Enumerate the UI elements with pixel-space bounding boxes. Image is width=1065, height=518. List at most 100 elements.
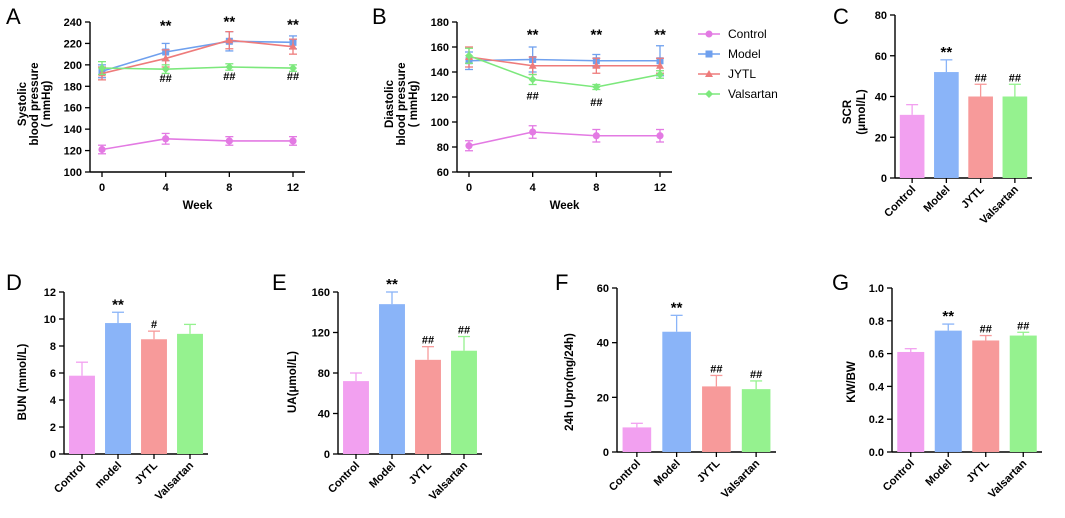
panel-e-bar-chart: 0 40 80 120 160 E UA(μmol/L) Control ** Model ## JY… [272,270,482,503]
y-axis-label-line: ( mmHg) [408,81,420,128]
y-tick-label: 20 [875,132,887,144]
x-category-label-model: Model [923,458,954,489]
series-line-model [468,58,660,62]
x-category-label-model: Model [652,458,683,489]
bar-control [899,114,925,178]
data-point [289,64,297,73]
y-tick-label: 12 [44,287,56,299]
data-point [289,42,297,50]
bar-model [379,304,405,454]
y-axis-label-line: Diastolic [384,79,396,128]
bar-control [343,381,369,454]
y-tick-label: 40 [318,409,330,421]
bar-control [622,427,652,452]
y-axis-label-line: (μmol/L) [856,89,868,135]
panel-letter-g: G [832,270,849,295]
bar-jytl [968,96,993,178]
panel-letter-d: D [6,270,22,295]
panel-c-bar-chart: 0 20 40 60 80 C SCR (μmol/L) Control ** Model ## JYT… [833,4,1032,227]
y-axis-label-line: SCR [842,99,854,124]
y-axis-label-line: blood pressure [29,62,41,145]
significance-stars: ** [386,276,398,293]
bar-valsartan [177,333,203,454]
x-category-label-valsartan: Valsartan [427,459,470,502]
data-point [528,61,537,69]
significance-hashes: ## [527,91,539,103]
x-tick-label: 4 [530,182,537,194]
series-line-control [101,137,293,151]
significance-stars: ** [942,308,954,325]
data-point [656,61,664,69]
legend-item-jytl: JYTL [698,67,756,81]
significance-stars: ** [160,18,172,35]
x-axis-label: Week [183,200,213,212]
y-tick-label: 120 [312,328,330,340]
significance-hashes: ## [287,71,299,83]
bar-jytl [141,339,167,454]
data-point [289,137,297,145]
x-tick-label: 0 [466,182,472,194]
significance-stars: ** [527,27,539,44]
x-category-label-jytl: JYTL [964,457,992,485]
y-tick-label: 0 [603,447,609,459]
bar-model [105,323,131,454]
x-category-label-control: Control [881,458,917,494]
x-category-label-model: model [93,460,124,491]
y-tick-label: 0.8 [869,316,884,328]
data-point [465,51,473,60]
y-tick-label: 80 [437,142,449,154]
significance-stars: ** [941,44,953,61]
y-axis-label-line: Systolic [17,81,29,126]
significance-hashes: ## [458,325,470,337]
data-point [161,65,170,74]
y-tick-label: 0.4 [869,381,885,393]
y-tick-label: 40 [875,92,887,104]
y-axis-label: 24h Upro(mg/24h) [564,333,576,431]
x-tick-label: 8 [226,182,232,194]
data-point [656,132,664,140]
legend-label: Valsartan [728,87,778,101]
y-tick-label: 120 [64,146,82,158]
legend-marker [705,30,713,38]
y-tick-label: 180 [431,17,449,29]
bar-valsartan [1002,96,1028,178]
y-tick-label: 4 [50,395,57,407]
significance-hashes: ## [422,335,434,347]
y-tick-label: 100 [64,167,82,179]
legend-item-model: Model [698,47,761,61]
data-point [225,137,233,145]
panel-letter-f: F [555,270,568,295]
significance-stars: ** [223,13,235,30]
bar-control [69,375,95,454]
bar-valsartan [741,389,771,452]
y-tick-label: 0.2 [869,414,884,426]
panel-d-bar-chart: 0 2 4 6 8 10 12 D BUN (mmol/L) Control ** model # JYT… [6,270,208,503]
series-line-jytl [101,39,294,75]
legend-label: Control [728,27,767,41]
data-point [98,145,106,154]
y-tick-label: 0 [881,173,887,185]
y-tick-label: 60 [437,167,449,179]
y-tick-label: 60 [597,283,609,295]
series-line-valsartan [101,66,294,70]
series-line-model [101,40,294,73]
significance-hashes: ## [1017,320,1029,332]
significance-hashes: ## [1009,72,1021,84]
y-axis-label: UA(μmol/L) [287,351,299,413]
bar-model [934,330,962,452]
legend-item-control: Control [698,27,767,41]
x-tick-label: 12 [654,182,666,194]
panel-letter-a: A [6,4,21,29]
series-line-valsartan [468,55,661,88]
x-category-label-jytl: JYTL [695,457,723,485]
y-tick-label: 200 [64,60,82,72]
x-category-label-valsartan: Valsartan [986,457,1029,500]
y-tick-label: 0.0 [869,447,884,459]
y-axis-label-line: ( mmHg) [41,81,53,128]
data-point [465,142,473,150]
significance-stars: ** [671,299,683,316]
x-category-label-valsartan: Valsartan [153,459,196,502]
y-tick-label: 10 [44,314,56,326]
